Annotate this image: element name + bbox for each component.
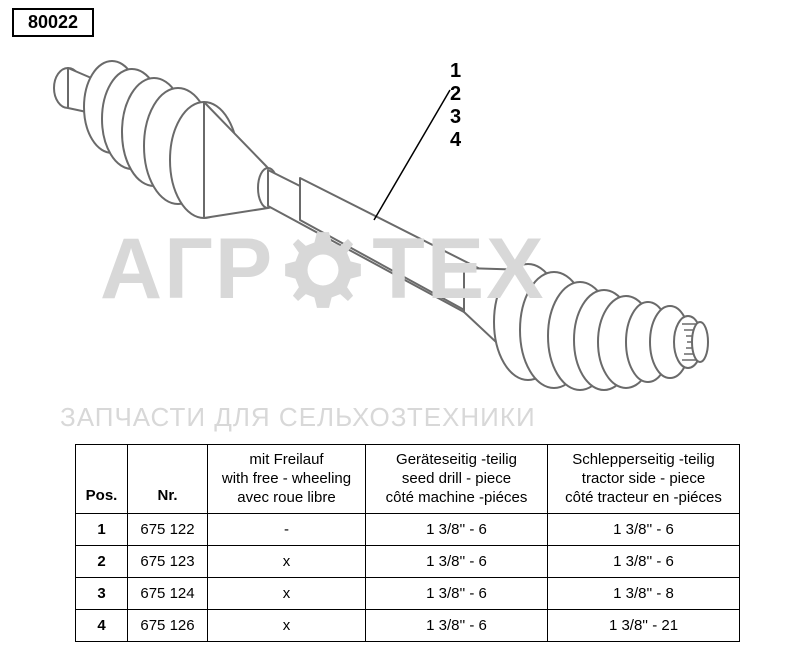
header-seed-drill: Geräteseitig -teilig seed drill - piece … bbox=[366, 445, 548, 514]
header-tractor-side: Schlepperseitig -teilig tractor side - p… bbox=[548, 445, 740, 514]
cell-fw: x bbox=[208, 610, 366, 642]
header-freewheel: mit Freilauf with free - wheeling avec r… bbox=[208, 445, 366, 514]
table-row: 1 675 122 - 1 3/8'' - 6 1 3/8'' - 6 bbox=[76, 514, 740, 546]
parts-table: Pos. Nr. mit Freilauf with free - wheeli… bbox=[75, 444, 740, 642]
table-header-row: Pos. Nr. mit Freilauf with free - wheeli… bbox=[76, 445, 740, 514]
header-fw-line1: mit Freilauf bbox=[216, 451, 357, 470]
header-trac-line1: Schlepperseitig -teilig bbox=[556, 451, 731, 470]
cell-fw: x bbox=[208, 578, 366, 610]
cell-tractor: 1 3/8'' - 21 bbox=[548, 610, 740, 642]
cell-seed: 1 3/8'' - 6 bbox=[366, 546, 548, 578]
diagram-area bbox=[0, 30, 800, 410]
callout-numbers: 1 2 3 4 bbox=[450, 60, 461, 152]
cell-pos: 2 bbox=[76, 546, 128, 578]
header-fw-line2: with free - wheeling bbox=[216, 470, 357, 489]
cell-tractor: 1 3/8'' - 8 bbox=[548, 578, 740, 610]
header-seed-line3: côté machine -piéces bbox=[374, 489, 539, 508]
cell-seed: 1 3/8'' - 6 bbox=[366, 610, 548, 642]
cell-pos: 4 bbox=[76, 610, 128, 642]
callout-2: 2 bbox=[450, 83, 461, 106]
table-row: 3 675 124 x 1 3/8'' - 6 1 3/8'' - 8 bbox=[76, 578, 740, 610]
cell-fw: x bbox=[208, 546, 366, 578]
header-seed-line2: seed drill - piece bbox=[374, 470, 539, 489]
cell-pos: 1 bbox=[76, 514, 128, 546]
header-pos: Pos. bbox=[76, 445, 128, 514]
cell-seed: 1 3/8'' - 6 bbox=[366, 514, 548, 546]
cell-tractor: 1 3/8'' - 6 bbox=[548, 546, 740, 578]
header-trac-line2: tractor side - piece bbox=[556, 470, 731, 489]
cell-nr: 675 122 bbox=[128, 514, 208, 546]
callout-1: 1 bbox=[450, 60, 461, 83]
callout-4: 4 bbox=[450, 129, 461, 152]
cell-tractor: 1 3/8'' - 6 bbox=[548, 514, 740, 546]
header-seed-line1: Geräteseitig -teilig bbox=[374, 451, 539, 470]
cell-seed: 1 3/8'' - 6 bbox=[366, 578, 548, 610]
cell-nr: 675 123 bbox=[128, 546, 208, 578]
header-fw-line3: avec roue libre bbox=[216, 489, 357, 508]
table-row: 2 675 123 x 1 3/8'' - 6 1 3/8'' - 6 bbox=[76, 546, 740, 578]
cell-fw: - bbox=[208, 514, 366, 546]
pto-shaft-diagram bbox=[0, 30, 800, 410]
header-nr: Nr. bbox=[128, 445, 208, 514]
header-trac-line3: côté tracteur en -piéces bbox=[556, 489, 731, 508]
table-row: 4 675 126 x 1 3/8'' - 6 1 3/8'' - 21 bbox=[76, 610, 740, 642]
cell-nr: 675 126 bbox=[128, 610, 208, 642]
part-number: 80022 bbox=[28, 12, 78, 32]
cell-pos: 3 bbox=[76, 578, 128, 610]
cell-nr: 675 124 bbox=[128, 578, 208, 610]
callout-3: 3 bbox=[450, 106, 461, 129]
